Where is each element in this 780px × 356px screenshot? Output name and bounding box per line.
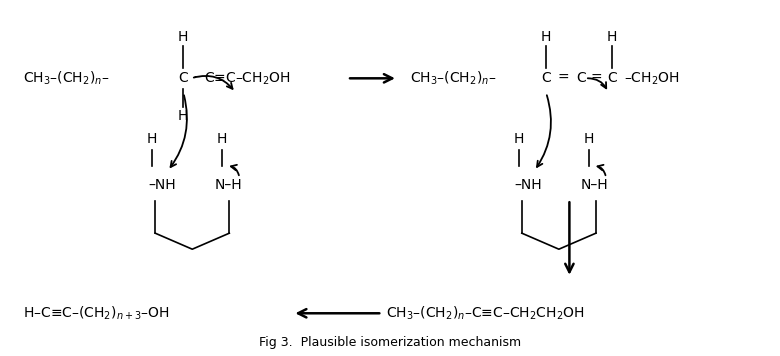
Text: N–H: N–H xyxy=(581,178,608,192)
Text: H–C≡C–(CH$_2$)$_{n+3}$–OH: H–C≡C–(CH$_2$)$_{n+3}$–OH xyxy=(23,305,170,322)
Text: C: C xyxy=(179,71,188,85)
Text: =: = xyxy=(558,71,569,85)
Text: C≡C–CH$_2$OH: C≡C–CH$_2$OH xyxy=(204,70,291,87)
Text: C: C xyxy=(541,71,551,85)
Text: H: H xyxy=(513,132,524,146)
Text: H: H xyxy=(147,132,158,146)
Text: CH$_3$–(CH$_2$)$_n$–: CH$_3$–(CH$_2$)$_n$– xyxy=(23,70,110,87)
Text: =: = xyxy=(591,71,602,85)
Text: H: H xyxy=(217,132,228,146)
Text: H: H xyxy=(607,30,618,44)
Text: H: H xyxy=(178,30,189,44)
Text: –CH$_2$OH: –CH$_2$OH xyxy=(624,70,679,87)
Text: H: H xyxy=(583,132,594,146)
Text: –NH: –NH xyxy=(148,178,176,192)
Text: Fig 3.  Plausible isomerization mechanism: Fig 3. Plausible isomerization mechanism xyxy=(259,336,521,349)
Text: CH$_3$–(CH$_2$)$_n$–: CH$_3$–(CH$_2$)$_n$– xyxy=(410,70,496,87)
Text: C: C xyxy=(608,71,617,85)
Text: H: H xyxy=(178,109,189,123)
Text: N–H: N–H xyxy=(215,178,242,192)
Text: CH$_3$–(CH$_2$)$_n$–C≡C–CH$_2$CH$_2$OH: CH$_3$–(CH$_2$)$_n$–C≡C–CH$_2$CH$_2$OH xyxy=(386,305,585,322)
Text: –: – xyxy=(193,71,200,85)
Text: C: C xyxy=(576,71,586,85)
Text: H: H xyxy=(541,30,551,44)
Text: –NH: –NH xyxy=(515,178,542,192)
